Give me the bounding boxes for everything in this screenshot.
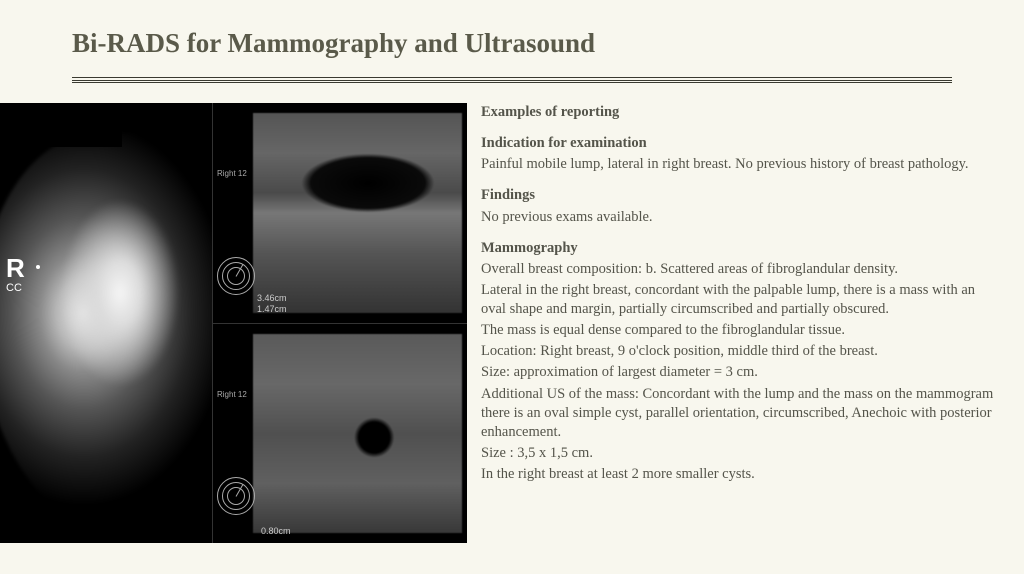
- mammo-dense-region: [50, 183, 190, 403]
- heading-indication: Indication for examination: [481, 134, 1000, 153]
- indication-text: Painful mobile lump, lateral in right br…: [481, 155, 1000, 174]
- findings-text: No previous exams available.: [481, 208, 1000, 227]
- us2-dimensions: 0.80cm: [261, 526, 291, 537]
- us2-label: Right 12: [217, 390, 247, 400]
- mammo-line: Additional US of the mass: Concordant wi…: [481, 385, 1000, 442]
- ultrasound-panel-2: Right 12 0.80cm: [213, 324, 467, 544]
- mammo-line: Size: approximation of largest diameter …: [481, 363, 1000, 382]
- mammo-line: Overall breast composition: b. Scattered…: [481, 260, 1000, 279]
- content-row: R CC Right 12 3.46c: [0, 103, 1024, 543]
- report-text: Examples of reporting Indication for exa…: [467, 103, 1024, 543]
- marker-dot: [36, 265, 40, 269]
- page-title: Bi-RADS for Mammography and Ultrasound: [72, 28, 952, 59]
- us2-tissue: [253, 334, 462, 534]
- side-marker-letter: R: [6, 253, 25, 283]
- clock-diagram-2: [217, 477, 255, 515]
- title-area: Bi-RADS for Mammography and Ultrasound: [0, 0, 1024, 83]
- side-marker: R CC: [6, 253, 25, 294]
- title-underline: [72, 77, 952, 83]
- heading-examples: Examples of reporting: [481, 103, 1000, 122]
- mammo-line: The mass is equal dense compared to the …: [481, 321, 1000, 340]
- image-panel: R CC Right 12 3.46c: [0, 103, 467, 543]
- view-label: CC: [6, 282, 25, 294]
- mammogram-image: R CC: [0, 103, 212, 543]
- mammo-line: Location: Right breast, 9 o'clock positi…: [481, 342, 1000, 361]
- ultrasound-column: Right 12 3.46cm 1.47cm Right 12: [212, 103, 467, 543]
- heading-findings: Findings: [481, 186, 1000, 205]
- us1-tissue: [253, 113, 462, 313]
- us1-label: Right 12: [217, 169, 247, 179]
- clock-diagram-1: [217, 257, 255, 295]
- mammo-line: Size : 3,5 x 1,5 cm.: [481, 444, 1000, 463]
- mammo-line: In the right breast at least 2 more smal…: [481, 465, 1000, 484]
- slide: Bi-RADS for Mammography and Ultrasound R…: [0, 0, 1024, 574]
- heading-mammography: Mammography: [481, 239, 1000, 258]
- mammo-line: Lateral in the right breast, concordant …: [481, 281, 1000, 319]
- redaction-box: [12, 115, 122, 147]
- us1-dimensions: 3.46cm 1.47cm: [257, 293, 287, 315]
- ultrasound-panel-1: Right 12 3.46cm 1.47cm: [213, 103, 467, 324]
